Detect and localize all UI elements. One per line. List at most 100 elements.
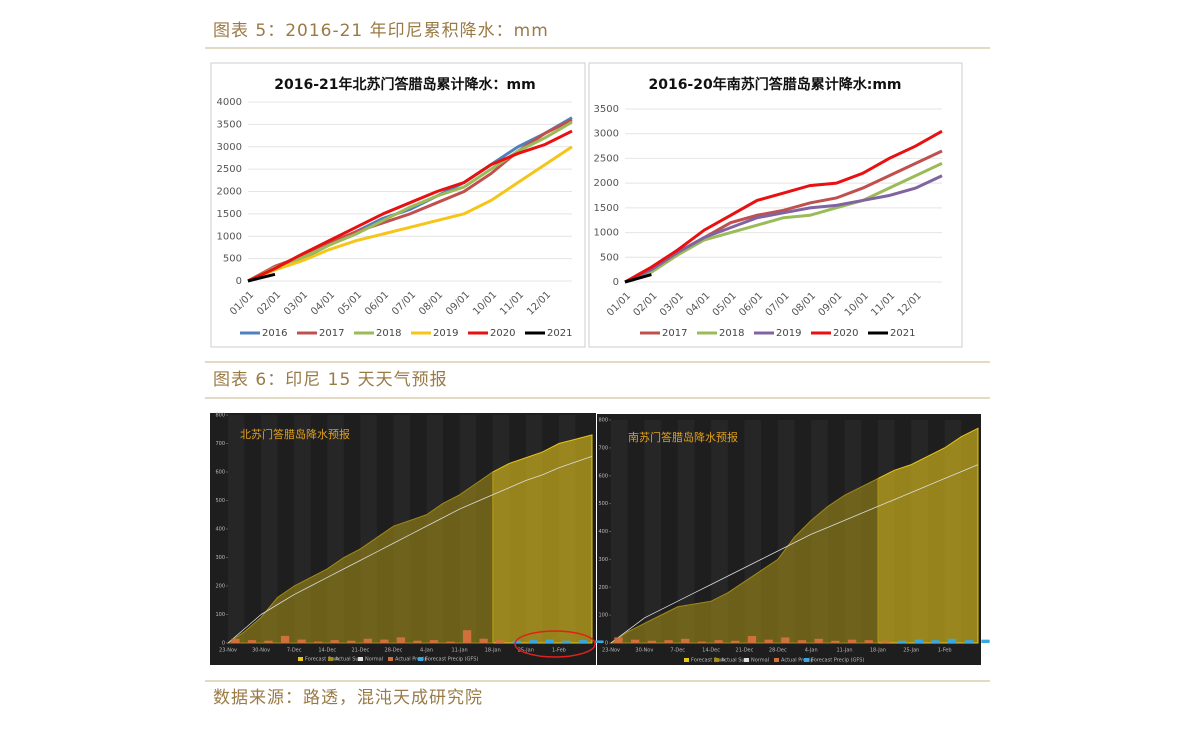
y-tick-label: 0 <box>605 641 608 647</box>
legend-label: 2019 <box>433 328 458 339</box>
bar <box>714 640 723 643</box>
x-tick-label: 4-Jan <box>805 648 818 654</box>
legend-swatch <box>714 658 719 662</box>
legend-label: 2017 <box>662 328 687 339</box>
bar <box>631 639 640 643</box>
x-tick-label: 4-Jan <box>420 648 433 654</box>
x-tick-label: 18-Jan <box>485 648 501 654</box>
x-tick-label: 30-Nov <box>635 648 653 654</box>
bar <box>562 640 571 643</box>
legend-label: 2017 <box>319 328 344 339</box>
bar <box>981 639 990 643</box>
legend-label: Actual Sum <box>721 658 750 664</box>
bar <box>347 640 356 643</box>
x-tick-label: 7-Dec <box>287 648 302 654</box>
legend-swatch <box>774 658 779 662</box>
x-tick-label: 11-Jan <box>452 648 468 654</box>
area <box>609 477 879 644</box>
y-tick-label: 3000 <box>594 129 619 140</box>
x-tick-label: 11-Jan <box>836 648 852 654</box>
legend-label: 2019 <box>776 328 801 339</box>
series-line <box>247 272 276 283</box>
legend-label: Normal <box>365 657 383 663</box>
band <box>611 420 628 643</box>
y-tick-label: 300 <box>215 555 225 561</box>
y-tick-label: 600 <box>598 473 608 479</box>
legend-swatch <box>328 657 333 661</box>
y-tick-label: 400 <box>598 529 608 535</box>
bar <box>330 640 339 643</box>
bar <box>847 639 857 643</box>
y-tick-label: 500 <box>215 498 225 504</box>
chart-title: 2016-21年北苏门答腊岛累计降水：mm <box>274 76 535 93</box>
bar <box>314 641 323 643</box>
chart-title: 南苏门答腊岛降水预报 <box>628 430 738 444</box>
y-tick-label: 3500 <box>594 104 619 115</box>
legend-swatch <box>804 658 809 662</box>
bar <box>647 640 657 643</box>
bar <box>664 640 673 643</box>
caption: 图表 5：2016-21 年印尼累积降水：mm <box>213 21 549 41</box>
legend-label: Actual Precip <box>395 657 428 663</box>
bar <box>413 640 422 643</box>
bar <box>512 640 521 643</box>
x-tick-label: 25-Jan <box>903 648 919 654</box>
legend-label: Forecast Sum <box>691 658 725 664</box>
bar <box>831 640 840 643</box>
bar <box>731 640 740 643</box>
y-tick-label: 700 <box>215 441 225 447</box>
bar <box>595 640 604 643</box>
legend-swatch <box>744 658 749 662</box>
y-tick-label: 0 <box>222 641 225 647</box>
chart-frame <box>588 62 963 348</box>
x-tick-label: 23-Nov <box>602 648 620 654</box>
area <box>492 434 593 644</box>
bar <box>864 640 873 643</box>
legend-swatch <box>418 657 423 661</box>
y-tick-label: 700 <box>598 445 608 451</box>
bar <box>578 640 588 643</box>
y-tick-label: 1000 <box>217 231 242 242</box>
band <box>644 420 662 643</box>
y-tick-label: 2500 <box>217 164 242 175</box>
bar <box>297 639 306 643</box>
x-tick-label: 1-Feb <box>552 648 566 654</box>
x-tick-label: 14-Dec <box>318 648 336 654</box>
y-tick-label: 200 <box>215 584 225 590</box>
series-line <box>624 129 943 284</box>
x-tick-label: 7-Dec <box>670 648 685 654</box>
legend-label: 2020 <box>490 328 515 339</box>
bar <box>747 636 757 643</box>
x-tick-label: 30-Nov <box>252 648 270 654</box>
bar <box>429 640 439 643</box>
y-tick-label: 100 <box>215 612 225 618</box>
bar <box>764 639 773 643</box>
band <box>228 415 245 643</box>
bar <box>797 640 807 643</box>
band <box>261 415 278 643</box>
chart-frame <box>210 62 586 348</box>
series-line <box>247 120 573 283</box>
y-tick-label: 500 <box>223 254 242 265</box>
legend-label: Forecast Sum <box>305 657 339 663</box>
source: 数据来源：路透，混沌天成研究院 <box>213 688 483 708</box>
legend-swatch <box>388 657 393 661</box>
caption: 图表 6：印尼 15 天天气预报 <box>213 370 448 390</box>
y-tick-label: 4000 <box>217 97 242 108</box>
bar <box>814 638 823 643</box>
legend-swatch <box>358 657 363 661</box>
y-tick-label: 0 <box>613 277 619 288</box>
x-tick-label: 28-Dec <box>769 648 787 654</box>
legend-label: 2018 <box>376 328 401 339</box>
band <box>711 420 728 643</box>
y-tick-label: 1000 <box>594 228 619 239</box>
area <box>226 471 494 644</box>
bar <box>914 639 923 643</box>
chart-title: 北苏门答腊岛降水预报 <box>240 427 350 441</box>
y-tick-label: 2000 <box>594 178 619 189</box>
legend-swatch <box>684 658 689 662</box>
legend-label: 2016 <box>262 328 287 339</box>
y-tick-label: 400 <box>215 527 225 533</box>
x-tick-label: 28-Dec <box>385 648 403 654</box>
